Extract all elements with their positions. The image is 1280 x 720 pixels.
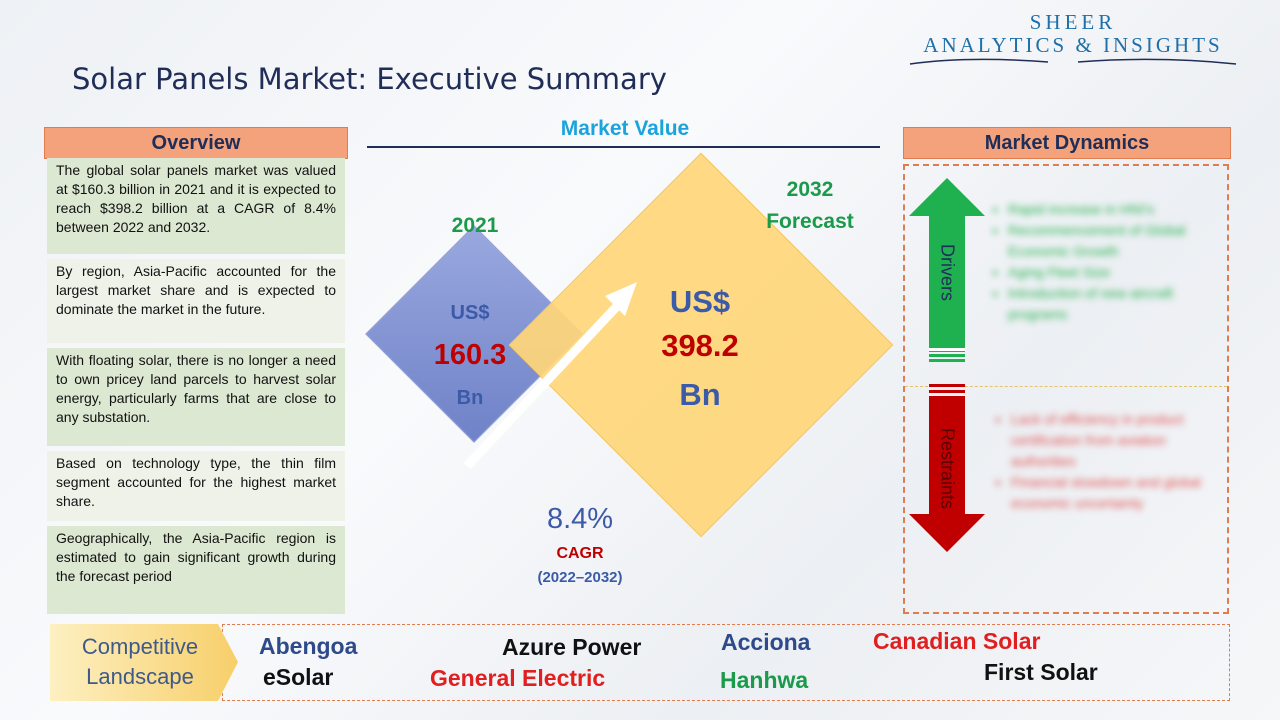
logo-swoosh-icon <box>909 58 1237 65</box>
driver-item: Recommencement of Global Economic Growth <box>1008 220 1217 262</box>
dynamics-divider <box>905 386 1227 387</box>
company-name: First Solar <box>984 659 1098 685</box>
company-name: Azure Power <box>502 634 642 660</box>
unit-2021: Bn <box>456 387 484 409</box>
driver-item: Aging Fleet Size <box>1008 262 1217 283</box>
drivers-up-arrow-icon <box>909 178 985 362</box>
driver-item: Rapid increase in HNI's <box>1008 199 1217 220</box>
overview-item: By region, Asia-Pacific accounted for th… <box>47 259 345 343</box>
year-2032-forecast: 2032 Forecast <box>755 174 865 238</box>
competitive-label: Competitive Landscape <box>60 632 220 692</box>
value-2032: 398.2 <box>661 328 739 363</box>
company-name: Hanhwa <box>720 667 809 693</box>
overview-item: Geographically, the Asia-Pacific region … <box>47 526 345 614</box>
company-name: Canadian Solar <box>873 628 1041 654</box>
market-dynamics-box <box>903 164 1229 614</box>
drivers-list: Rapid increase in HNI's Recommencement o… <box>992 199 1217 325</box>
market-value-title: Market Value <box>560 117 690 140</box>
restraints-down-arrow-icon <box>909 384 985 552</box>
forecast-label: Forecast <box>766 210 854 233</box>
company-name: Acciona <box>721 629 811 655</box>
logo-line-2: ANALYTICS & INSIGHTS <box>923 33 1223 57</box>
restraint-item: Financial slowdown and global economic u… <box>1011 472 1220 514</box>
value-2021: 160.3 <box>433 339 507 371</box>
currency-2032: US$ <box>669 284 731 319</box>
unit-2032: Bn <box>679 377 721 412</box>
cagr-period: (2022–2032) <box>537 569 623 586</box>
overview-item: The global solar panels market was value… <box>47 158 345 254</box>
year-2021: 2021 <box>451 214 499 237</box>
divider-line <box>367 146 880 148</box>
restraints-label: Restraints <box>937 427 958 510</box>
competitive-label-line2: Landscape <box>86 664 194 689</box>
restraint-item: Lack of efficiency in product certificat… <box>1011 409 1220 472</box>
company-name: General Electric <box>430 665 606 691</box>
cagr-label: CAGR <box>556 545 604 562</box>
overview-item: With floating solar, there is no longer … <box>47 348 345 446</box>
year-2032: 2032 <box>786 178 834 201</box>
competitive-chevron-icon <box>50 624 238 701</box>
company-name: eSolar <box>263 664 334 690</box>
driver-item: Introduction of new aircraft programs <box>1008 283 1217 325</box>
overview-item: Based on technology type, the thin film … <box>47 451 345 521</box>
company-logo: SHEER ANALYTICS & INSIGHTS <box>908 10 1238 68</box>
currency-2021: US$ <box>450 302 490 324</box>
page-title: Solar Panels Market: Executive Summary <box>72 62 667 96</box>
growth-arrow-icon <box>463 282 637 470</box>
market-dynamics-header: Market Dynamics <box>903 127 1231 159</box>
logo-line-1: SHEER <box>1029 10 1117 34</box>
company-name: Abengoa <box>259 633 358 659</box>
competitive-label-line1: Competitive <box>81 634 199 659</box>
cagr-value: 8.4% <box>546 503 614 535</box>
overview-header: Overview <box>44 127 348 159</box>
drivers-label: Drivers <box>937 244 958 301</box>
restraints-list: Lack of efficiency in product certificat… <box>995 409 1220 514</box>
